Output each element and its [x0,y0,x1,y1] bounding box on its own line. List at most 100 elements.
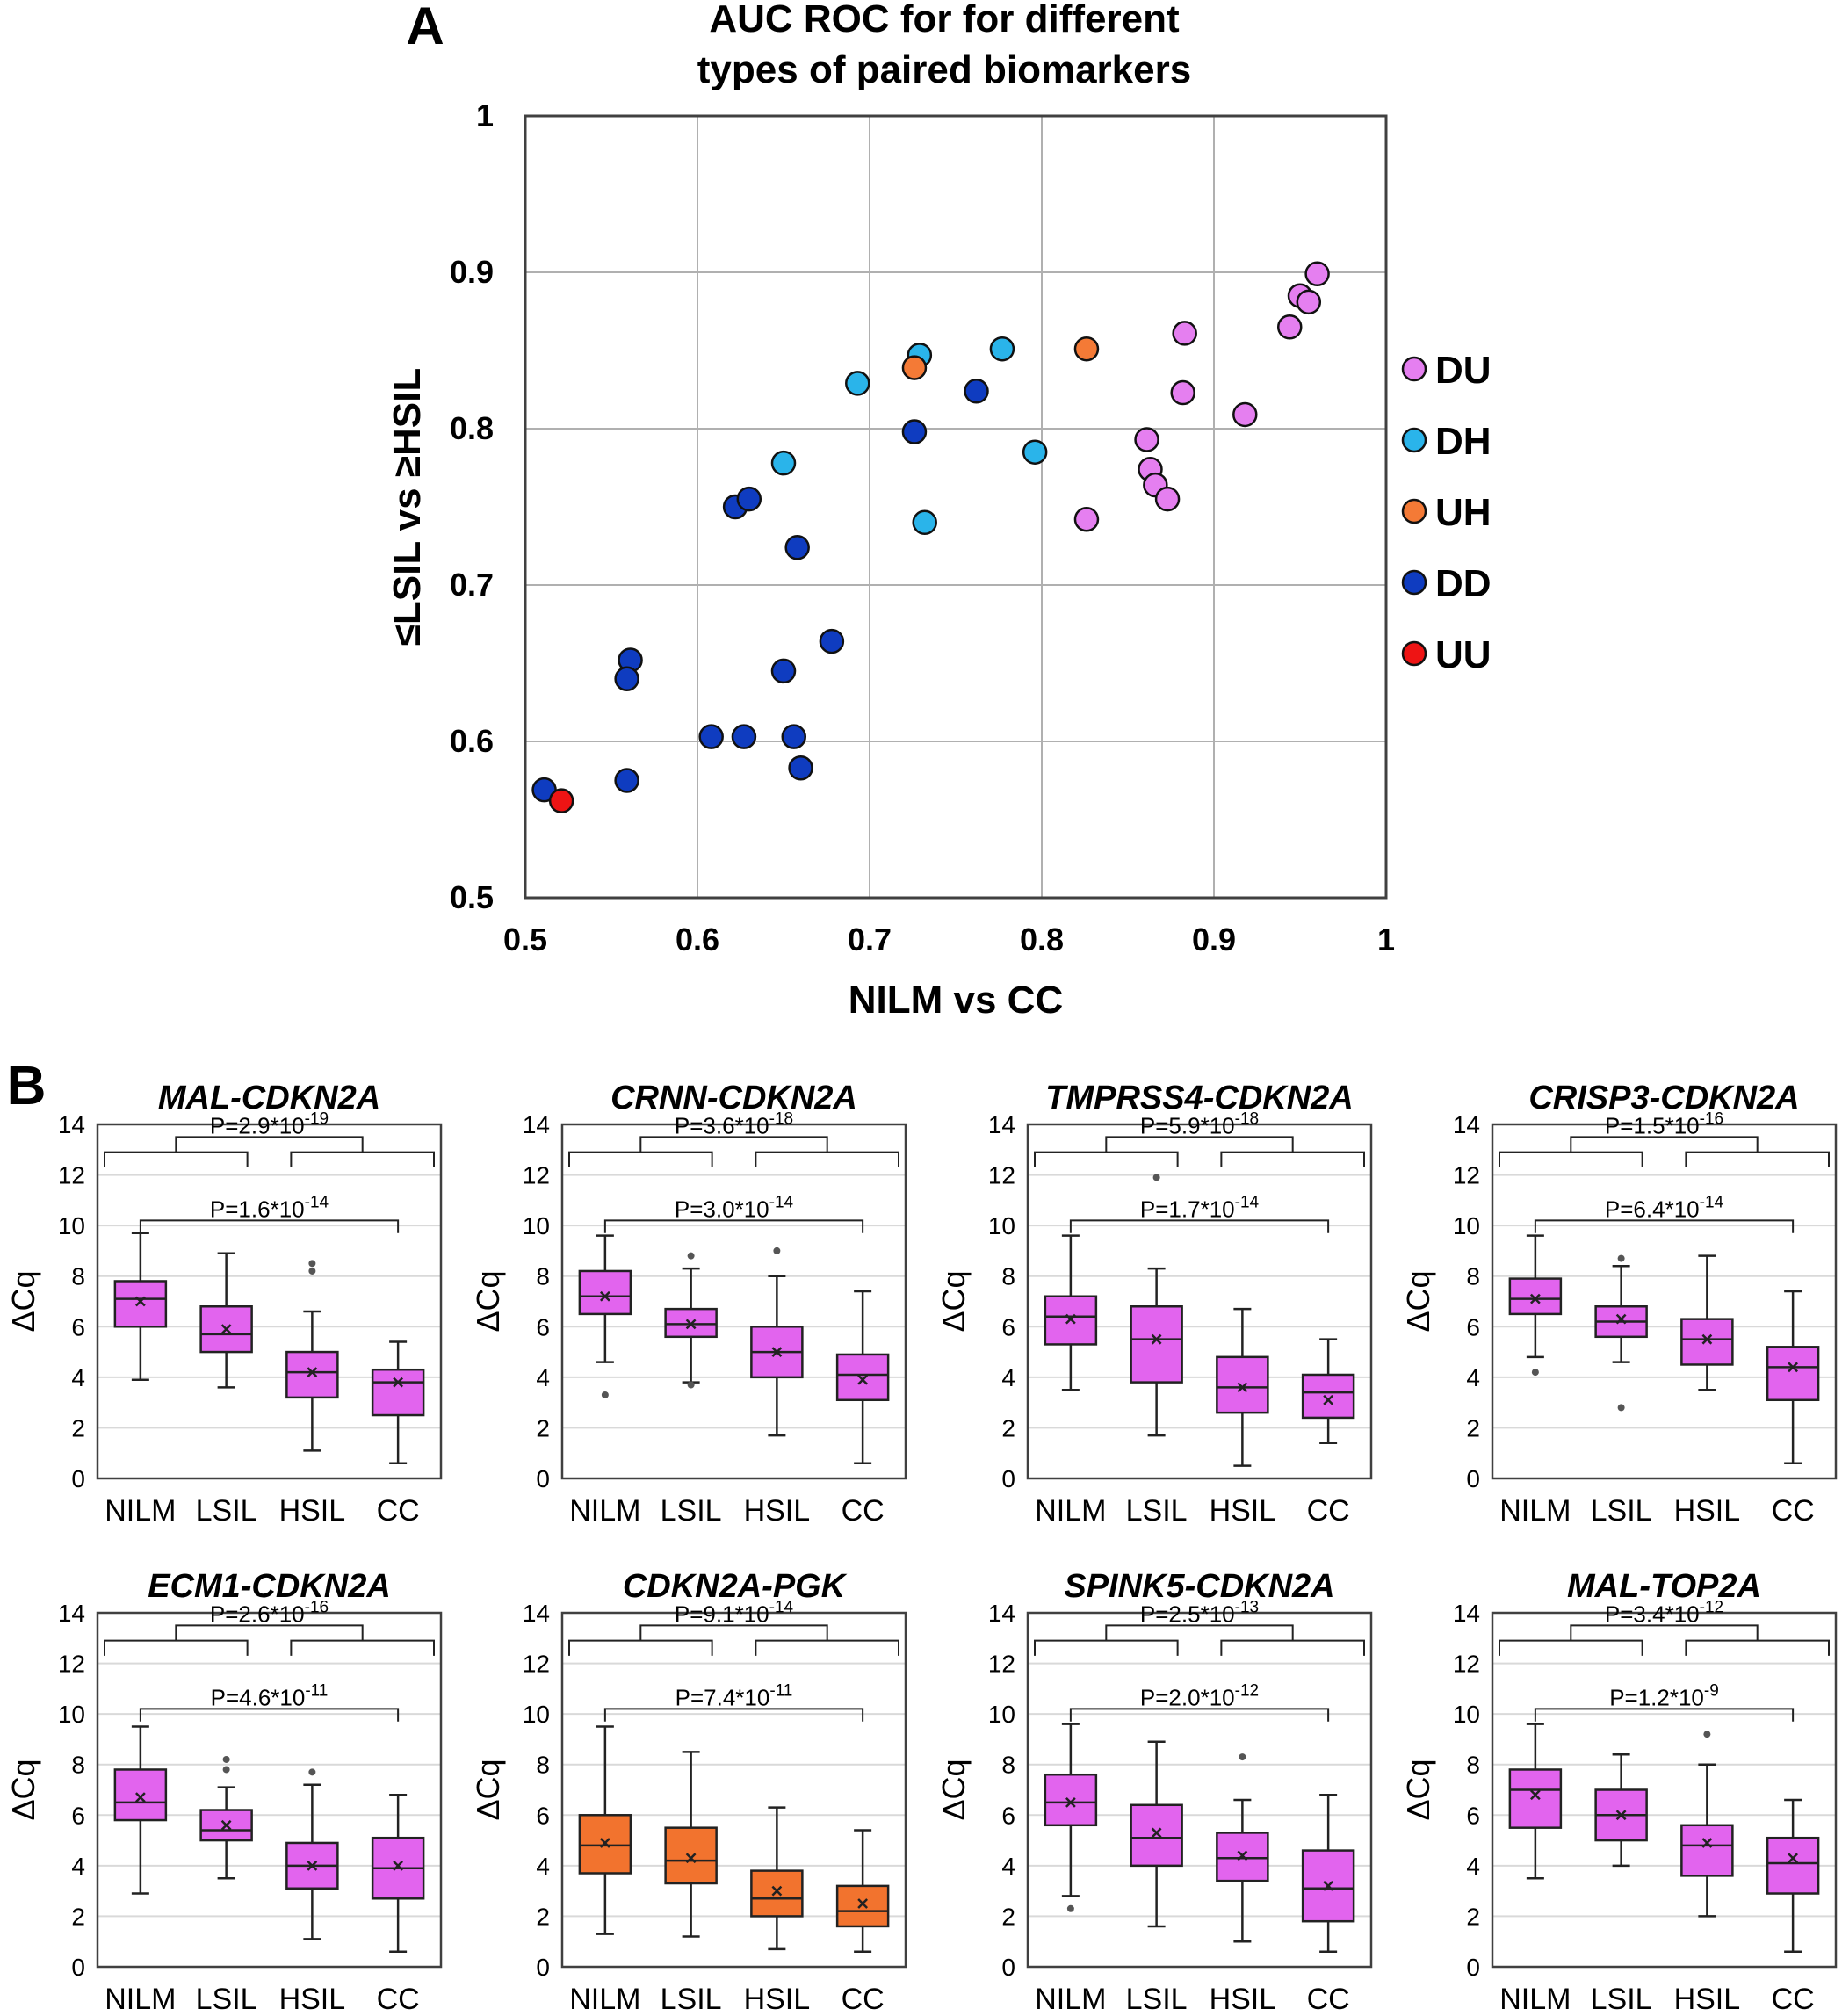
box-plot-panel: CDKN2A-PGK 0 2 4 6 8 10 12 14 ΔCq NILM LSIL HSIL CC P=… [470,1568,907,2016]
box-plot-frame [1026,1611,1373,1969]
p-value-bottom: P=7.4*10-11 [675,1681,793,1710]
box-y-tick-label: 10 [988,1701,1015,1728]
p-value-bottom-exponent: -14 [1700,1193,1724,1211]
box-y-tick-label: 14 [58,1111,85,1138]
box-plot-panel: MAL-TOP2A 0 2 4 6 8 10 12 14 ΔCq NILM LSIL HSIL CC P=3… [1400,1568,1838,2016]
scatter-point-dd [698,724,724,749]
box-iqr-nilm [1508,1277,1563,1316]
p-value-top: P=9.1*10-14 [675,1598,794,1627]
box-y-tick-label: 10 [1453,1701,1480,1728]
box-mean-marker [1237,1382,1248,1393]
scatter-point-du [1304,261,1330,287]
p-value-top-base: P=2.6*10 [210,1601,305,1627]
legend-label-dh: DH [1435,420,1492,463]
p-value-bottom-exponent: -11 [305,1681,328,1700]
scatter-point-dd [784,535,810,560]
box-x-category-label: LSIL [1126,1983,1188,2016]
box-plot-title: MAL-CDKN2A [158,1080,380,1116]
panel-b-letter: B [7,1056,47,1116]
box-y-tick-label: 0 [536,1465,550,1492]
box-y-axis-label: ΔCq [5,1759,41,1820]
box-outlier-point [1703,1731,1711,1738]
box-plot-title: MAL-TOP2A [1567,1568,1761,1605]
box-y-axis-label: ΔCq [470,1759,506,1820]
comparison-bracket-top [639,1624,828,1641]
scatter-point-dd [736,486,762,512]
box-x-category-label: CC [842,1494,885,1528]
box-y-tick-label: 6 [1001,1802,1015,1829]
box-outlier-point [1617,1404,1625,1412]
p-value-bottom-base: P=7.4*10 [675,1684,770,1710]
box-y-tick-label: 4 [536,1853,550,1880]
box-mean-marker [393,1860,404,1871]
box-y-tick-label: 2 [536,1903,550,1930]
comparison-bracket-right [1220,1151,1365,1167]
box-y-tick-label: 10 [523,1212,550,1239]
box-y-tick-label: 2 [1466,1903,1480,1930]
box-plot-title: CDKN2A-PGK [623,1568,848,1605]
box-y-tick-label: 6 [71,1802,85,1829]
box-y-tick-label: 6 [536,1313,550,1340]
p-value-bottom: P=2.0*10-12 [1140,1681,1259,1710]
p-value-top: P=5.9*10-18 [1140,1109,1259,1138]
box-iqr-cc [1766,1836,1820,1895]
legend-marker-uh [1401,498,1427,524]
box-x-category-label: HSIL [1674,1983,1741,2016]
legend-marker-dh [1401,427,1427,453]
box-x-category-label: HSIL [279,1983,346,2016]
box-iqr-hsil [1680,1824,1734,1877]
comparison-bracket-nilm-cc [139,1708,400,1722]
box-y-tick-label: 4 [1001,1364,1015,1391]
box-y-tick-label: 4 [71,1853,85,1880]
p-value-bottom: P=1.6*10-14 [210,1193,329,1222]
box-mean-marker [857,1898,869,1909]
box-y-tick-label: 2 [71,1903,85,1930]
box-x-category-label: CC [1307,1983,1350,2016]
box-iqr-nilm [1044,1773,1098,1827]
box-x-category-label: LSIL [196,1983,257,2016]
panel-a: A AUC ROC for for different types of pai… [386,0,1492,1022]
box-outlier-point [1152,1174,1160,1181]
scatter-y-tick-label: 0.9 [450,254,494,290]
box-y-tick-label: 8 [1466,1752,1480,1779]
box-y-tick-label: 12 [58,1162,85,1189]
box-mean-marker [685,1853,697,1864]
box-y-tick-label: 4 [536,1364,550,1391]
legend-marker-dd [1401,569,1427,596]
box-outlier-point [222,1766,230,1774]
p-value-bottom: P=6.4*10-14 [1605,1193,1724,1222]
comparison-bracket-right [755,1639,899,1656]
box-x-category-label: CC [377,1494,420,1528]
comparison-bracket-left [568,1639,713,1656]
comparison-bracket-right [1685,1639,1830,1656]
p-value-bottom-base: P=1.2*10 [1609,1684,1704,1710]
p-value-bottom: P=3.0*10-14 [675,1193,794,1222]
box-x-category-label: LSIL [661,1983,722,2016]
scatter-point-dh [912,509,937,536]
box-plot-title: ECM1-CDKN2A [148,1568,391,1605]
box-x-category-label: LSIL [661,1494,722,1528]
box-outlier-point [308,1260,316,1268]
box-y-tick-label: 12 [523,1162,550,1189]
scatter-point-uh [1073,336,1100,362]
box-iqr-nilm [1508,1768,1563,1829]
box-iqr-lsil [1130,1305,1183,1384]
box-mean-marker [220,1819,232,1831]
p-value-top-base: P=9.1*10 [675,1601,769,1627]
scatter-point-du [1154,486,1181,512]
p-value-bottom: P=4.6*10-11 [211,1681,329,1710]
box-y-tick-label: 2 [1001,1414,1015,1442]
scatter-point-dh [1022,439,1048,465]
box-outlier-point [1066,1904,1074,1912]
scatter-point-dd [788,755,813,781]
box-iqr-nilm [578,1269,632,1316]
box-y-tick-label: 12 [1453,1162,1480,1189]
comparison-bracket-nilm-cc [603,1219,864,1233]
box-iqr-hsil [285,1350,339,1399]
box-plots: MAL-CDKN2A 0 2 4 6 8 10 12 14 ΔCq NILM LSIL HSIL CC P=… [5,1080,1838,2016]
box-y-tick-label: 10 [58,1212,85,1239]
p-value-top-base: P=2.5*10 [1140,1601,1235,1627]
box-y-tick-label: 6 [1466,1313,1480,1340]
comparison-bracket-left [104,1151,249,1167]
